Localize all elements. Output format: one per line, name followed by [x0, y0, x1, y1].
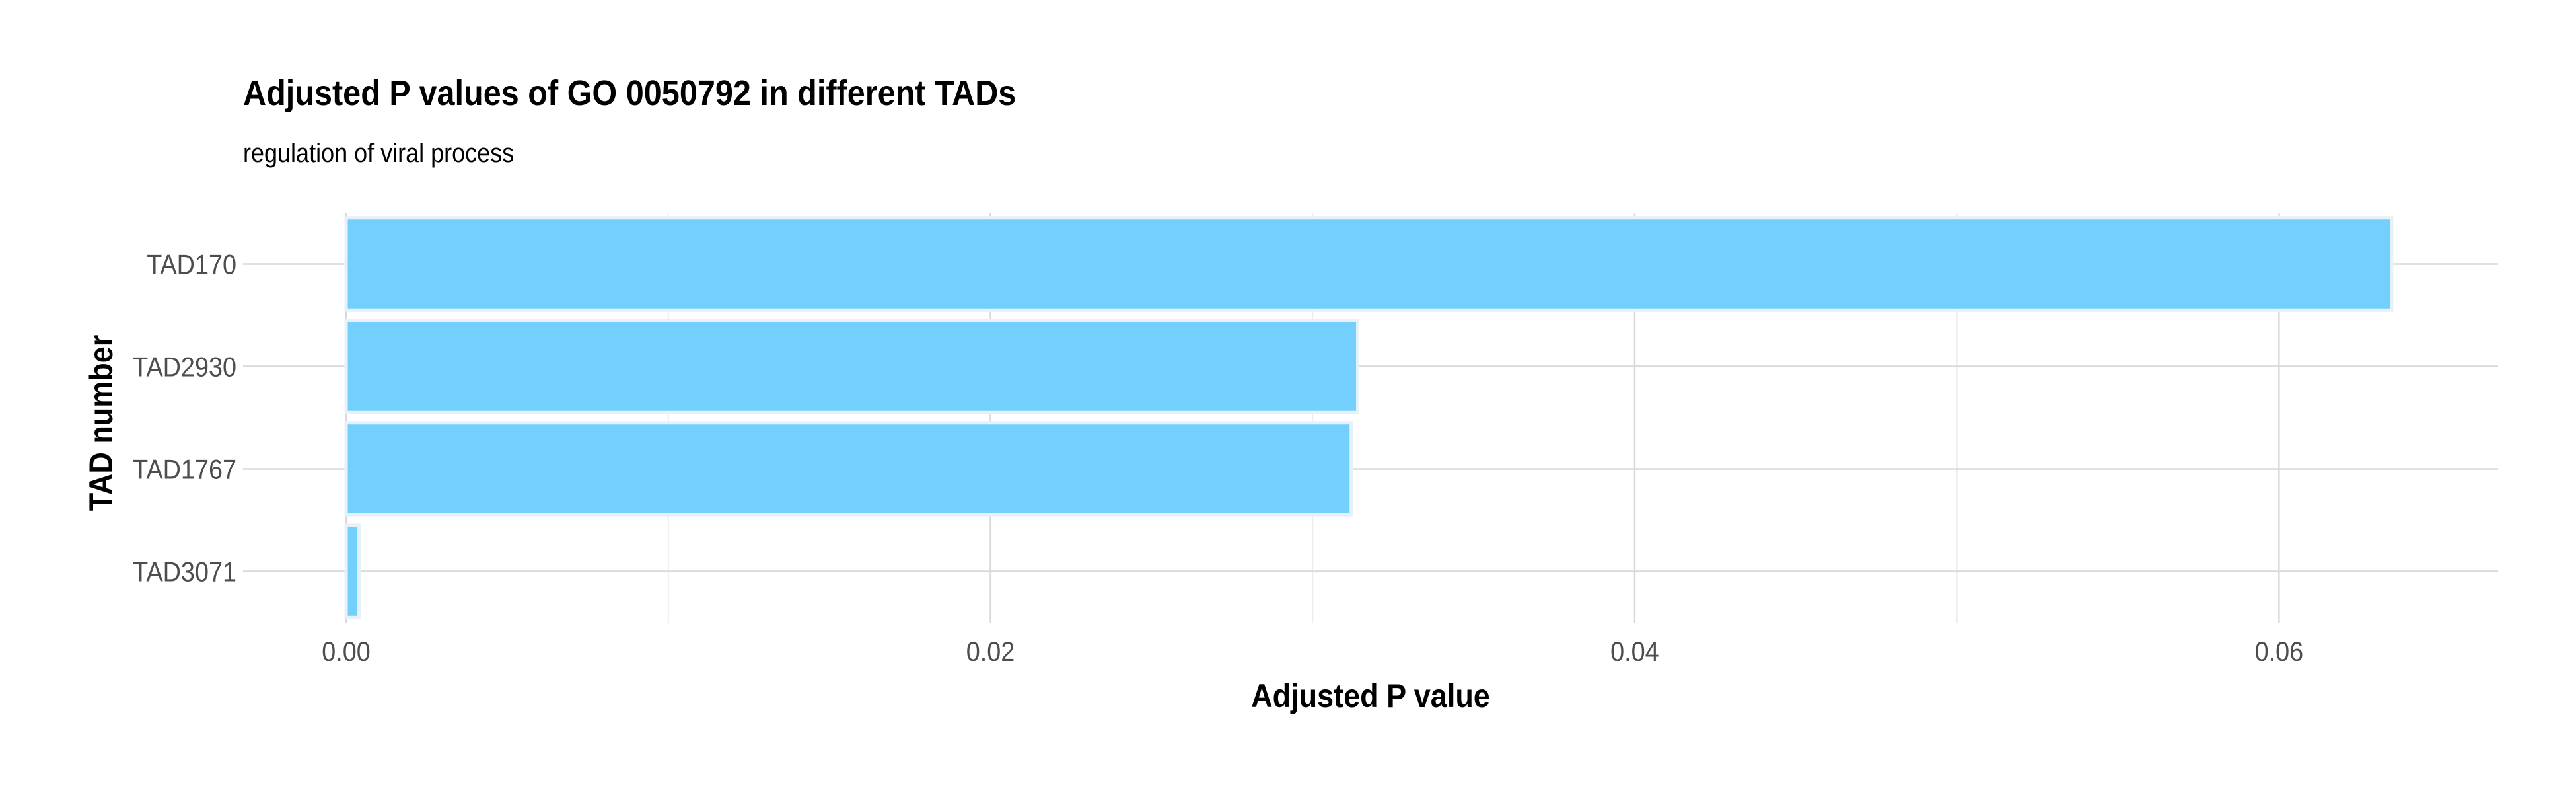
bar-tad3071 — [344, 523, 361, 619]
y-tick-label: TAD170 — [147, 250, 236, 280]
x-tick-labels: 0.00 0.02 0.04 0.06 — [322, 636, 2303, 667]
y-tick-label: TAD3071 — [133, 557, 236, 587]
bar-tad170 — [344, 216, 2394, 312]
chart-subtitle: regulation of viral process — [243, 139, 515, 168]
chart-title: Adjusted P values of GO 0050792 in diffe… — [243, 73, 1017, 113]
x-tick-label: 0.02 — [966, 636, 1015, 667]
y-tick-label: TAD2930 — [133, 352, 236, 383]
x-tick-label: 0.00 — [322, 636, 371, 667]
y-tick-label: TAD1767 — [133, 455, 236, 485]
bar-tad2930 — [344, 319, 1359, 414]
bars — [344, 216, 2394, 619]
y-axis-title: TAD number — [83, 335, 120, 511]
y-tick-labels: TAD170 TAD2930 TAD1767 TAD3071 — [133, 250, 236, 587]
x-tick-label: 0.04 — [1610, 636, 1659, 667]
bar-tad1767 — [344, 421, 1353, 517]
x-axis-title: Adjusted P value — [1251, 678, 1490, 715]
x-tick-label: 0.06 — [2255, 636, 2304, 667]
